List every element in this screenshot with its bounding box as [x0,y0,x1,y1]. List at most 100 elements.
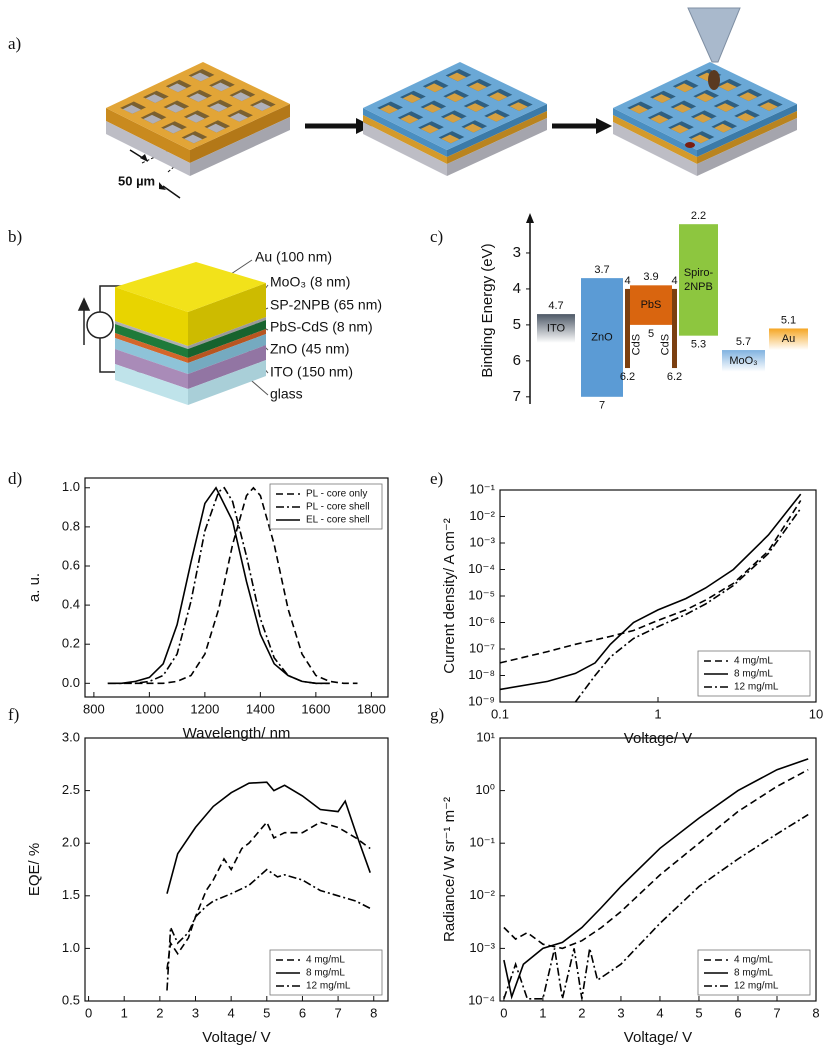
legend-label: 8 mg/mL [734,669,773,680]
y-tick-label: 3 [513,244,521,261]
x-tick-label: 7 [773,1005,780,1020]
x-tick-label: 4 [656,1005,663,1020]
y-tick-label: 5 [513,316,521,333]
nozzle [688,8,740,62]
layer-label: Au (100 nm) [255,249,332,265]
y-tick-label: 10¹ [476,729,495,744]
level-label: 4.7 [548,300,563,312]
panel-label: b) [8,227,22,246]
legend-label: 4 mg/mL [734,656,773,667]
y-tick-label: 10⁻² [469,887,495,902]
y-tick-label: 0.2 [62,636,80,651]
legend-label: 12 mg/mL [734,981,779,992]
panel-label: d) [8,469,22,488]
x-tick-label: 8 [370,1005,377,1020]
band-layer [672,289,677,368]
x-tick-label: 1000 [135,701,164,716]
x-tick-label: 2 [156,1005,163,1020]
y-tick-label: 10⁻³ [469,534,495,549]
level-label: 5.7 [736,336,751,348]
y-tick-label: 2.5 [62,782,80,797]
y-tick-label: 2.0 [62,835,80,850]
legend-label: 4 mg/mL [734,955,773,966]
level-label: 5.1 [781,314,796,326]
y-tick-label: 0.5 [62,992,80,1007]
level-label: 4 [624,275,630,287]
level-label: 6.2 [620,371,635,383]
layer-name: CdS [659,334,671,355]
series-line [500,501,801,663]
legend-label: 12 mg/mL [734,682,779,693]
legend-label: EL - core shell [306,515,370,526]
legend-label: PL - core shell [306,502,370,513]
layer-name: CdS [630,334,642,355]
layer-name: Au [782,333,795,345]
figure: a) b) c) d) e) f) g) 50 µm Au (100 nm) M… [0,0,826,1051]
y-tick-label: 0.0 [62,675,80,690]
arrow [552,118,612,134]
layer-name: PbS [641,299,662,311]
x-tick-label: 3 [192,1005,199,1020]
y-tick-label: 10⁻² [469,508,495,523]
y-tick-label: 10⁻⁷ [469,640,495,655]
x-tick-label: 6 [299,1005,306,1020]
panel-label: a) [8,34,21,53]
panel-label: e) [430,469,443,488]
x-tick-label: 5 [263,1005,270,1020]
level-label: 2.2 [691,210,706,222]
x-axis-title: Voltage/ V [624,1029,692,1046]
y-axis-title: EQE/ % [26,843,43,896]
droplet [708,70,720,90]
droplet [685,142,695,148]
level-label: 4 [671,275,677,287]
y-axis-title: a. u. [26,573,43,602]
y-tick-label: 7 [513,388,521,405]
y-tick-label: 10⁻¹ [469,481,495,496]
x-tick-label: 7 [334,1005,341,1020]
x-tick-label: 1200 [190,701,219,716]
layer-name: ZnO [591,331,613,343]
series-line [504,770,808,949]
y-tick-label: 10⁰ [475,782,495,797]
y-axis-title: Binding Energy (eV) [479,243,496,377]
y-tick-label: 6 [513,352,521,369]
legend-label: 8 mg/mL [734,968,773,979]
layer-label: ITO (150 nm) [270,364,353,380]
level-label: 7 [599,400,605,412]
y-axis-title: Radiance/ W sr⁻¹ m⁻² [441,797,458,942]
x-tick-label: 0.1 [491,706,509,721]
x-tick-label: 4 [228,1005,235,1020]
legend-label: 12 mg/mL [306,981,351,992]
y-tick-label: 4 [513,280,521,297]
y-tick-label: 1.5 [62,887,80,902]
level-label: 3.9 [643,271,658,283]
x-tick-label: 8 [812,1005,819,1020]
legend-label: 8 mg/mL [306,968,345,979]
x-tick-label: 0 [500,1005,507,1020]
y-axis-title: Current density/ A cm⁻² [441,518,458,673]
layer-label: PbS-CdS (8 nm) [270,319,373,335]
y-tick-label: 10⁻¹ [469,835,495,850]
x-tick-label: 6 [734,1005,741,1020]
page: {"panel_labels": ["a)", "b)", "c)", "d)"… [0,0,826,1051]
panel-a: 50 µm [106,8,797,198]
x-tick-label: 3 [617,1005,624,1020]
level-label: 5 [648,328,654,340]
x-tick-label: 1 [654,706,661,721]
layer-name: 2NPB [684,281,713,293]
y-tick-label: 1.0 [62,940,80,955]
x-axis-title: Wavelength/ nm [183,725,291,742]
y-tick-label: 10⁻⁸ [468,667,495,682]
x-tick-label: 1400 [246,701,275,716]
level-label: 5.3 [691,339,706,351]
y-tick-label: 10⁻⁴ [468,992,495,1007]
x-tick-label: 5 [695,1005,702,1020]
x-tick-label: 1 [539,1005,546,1020]
level-label: 6.2 [667,371,682,383]
y-tick-label: 10⁻⁶ [468,614,495,629]
y-tick-label: 10⁻⁵ [468,587,495,602]
legend-label: 4 mg/mL [306,955,345,966]
y-tick-label: 0.8 [62,518,80,533]
x-tick-label: 10 [809,706,823,721]
legend-label: PL - core only [306,489,367,500]
